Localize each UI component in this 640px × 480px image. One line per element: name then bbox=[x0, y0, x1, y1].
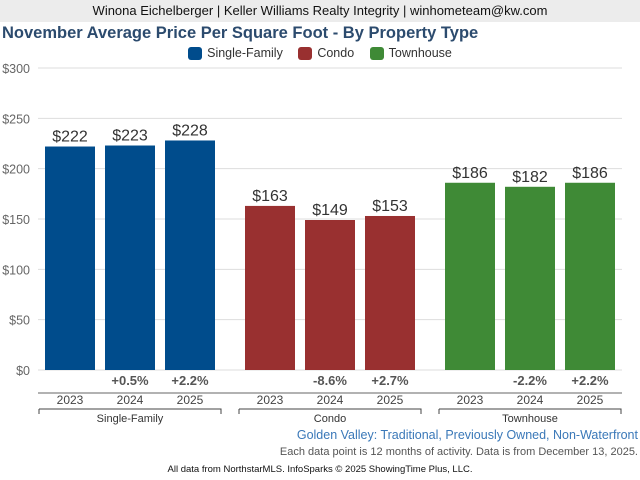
bar-condo-2023 bbox=[245, 205, 295, 370]
chart-title: November Average Price Per Square Foot -… bbox=[2, 24, 479, 42]
x-tick-label: 2023 bbox=[257, 393, 284, 407]
change-label: -2.2% bbox=[513, 373, 547, 388]
chart-legend: Single-Family Condo Townhouse bbox=[0, 46, 640, 63]
group-label: Condo bbox=[314, 413, 346, 425]
y-tick-label: $300 bbox=[2, 62, 30, 76]
group-bracket bbox=[238, 408, 422, 414]
agent-info: Winona Eichelberger | Keller Williams Re… bbox=[92, 3, 548, 18]
x-tick-label: 2025 bbox=[577, 393, 604, 407]
bar-condo-2025 bbox=[365, 215, 415, 370]
bar-value-label: $182 bbox=[512, 169, 548, 186]
x-tick-label: 2025 bbox=[377, 393, 404, 407]
change-label: +0.5% bbox=[111, 373, 149, 388]
data-note: Each data point is 12 months of activity… bbox=[279, 446, 638, 458]
bar-value-label: $186 bbox=[572, 165, 608, 182]
y-tick-label: $100 bbox=[2, 263, 30, 277]
change-label: -8.6% bbox=[313, 373, 347, 388]
group-bracket bbox=[38, 408, 222, 414]
legend-item-townhouse[interactable]: Townhouse bbox=[369, 46, 452, 60]
legend-label: Condo bbox=[317, 46, 355, 60]
bar-value-label: $223 bbox=[112, 128, 148, 145]
bar-townhouse-2025 bbox=[565, 182, 615, 370]
y-tick-label: $0 bbox=[16, 364, 30, 378]
x-tick-label: 2024 bbox=[517, 393, 544, 407]
bar-chart: $0 $50 $100 $150 $200 $250 $300 $222 2023 $223 +0.… bbox=[2, 62, 622, 425]
bar-value-label: $222 bbox=[52, 129, 88, 146]
bar-townhouse-2023 bbox=[445, 182, 495, 370]
bar-single-family-2025 bbox=[165, 140, 215, 370]
bar-townhouse-2024 bbox=[505, 186, 555, 370]
bar-value-label: $153 bbox=[372, 198, 408, 215]
change-label: +2.2% bbox=[171, 373, 209, 388]
group-label: Single-Family bbox=[97, 413, 164, 425]
y-tick-label: $50 bbox=[9, 314, 30, 328]
bar-single-family-2024 bbox=[105, 145, 155, 370]
y-tick-label: $150 bbox=[2, 213, 30, 227]
group-label: Townhouse bbox=[502, 413, 558, 425]
x-tick-label: 2025 bbox=[177, 393, 204, 407]
legend-swatch-condo bbox=[298, 46, 313, 60]
footer-credit: All data from NorthstarMLS. InfoSparks ©… bbox=[167, 464, 473, 475]
x-tick-label: 2023 bbox=[457, 393, 484, 407]
x-tick-label: 2024 bbox=[317, 393, 344, 407]
bar-value-label: $228 bbox=[172, 122, 208, 139]
legend-swatch-single-family bbox=[188, 46, 203, 60]
x-tick-label: 2023 bbox=[57, 393, 84, 407]
change-label: +2.2% bbox=[571, 373, 609, 388]
x-tick-label: 2024 bbox=[117, 393, 144, 407]
legend-item-single-family[interactable]: Single-Family bbox=[188, 46, 283, 60]
legend-label: Townhouse bbox=[388, 46, 452, 60]
bar-condo-2024 bbox=[305, 220, 355, 370]
agent-header-bar: Winona Eichelberger | Keller Williams Re… bbox=[0, 0, 640, 22]
bar-value-label: $163 bbox=[252, 188, 288, 205]
y-tick-label: $200 bbox=[2, 163, 30, 177]
legend-item-condo[interactable]: Condo bbox=[298, 46, 354, 60]
legend-swatch-townhouse bbox=[369, 46, 384, 60]
legend-label: Single-Family bbox=[207, 46, 283, 60]
group-bracket bbox=[438, 408, 622, 414]
chart-subtitle: Golden Valley: Traditional, Previously O… bbox=[296, 428, 638, 442]
bar-single-family-2023 bbox=[45, 146, 95, 370]
bar-value-label: $149 bbox=[312, 202, 348, 219]
y-tick-label: $250 bbox=[2, 112, 30, 126]
bar-value-label: $186 bbox=[452, 165, 488, 182]
change-label: +2.7% bbox=[371, 373, 409, 388]
